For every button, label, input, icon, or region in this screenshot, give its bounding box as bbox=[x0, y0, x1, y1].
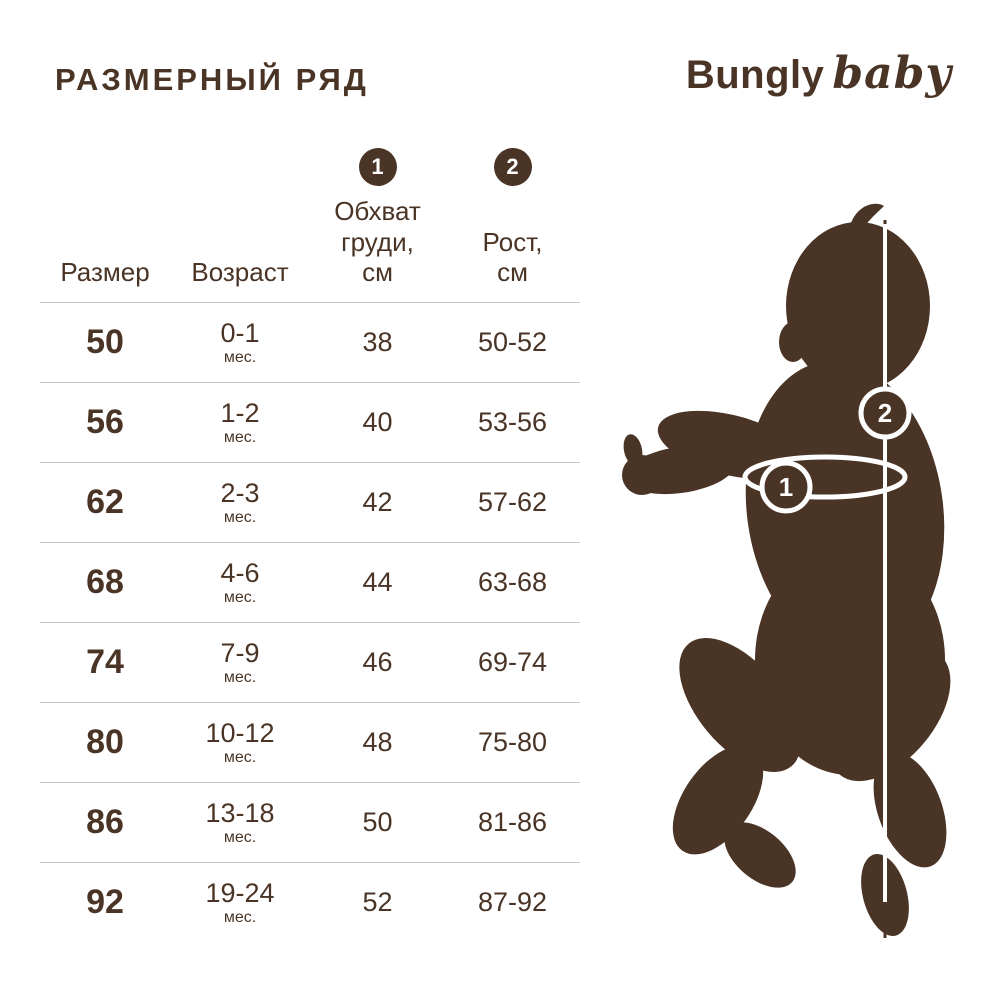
age-value: 10-12 мес. bbox=[205, 717, 275, 766]
brand-logo: Bungly baby bbox=[686, 48, 952, 99]
chest-value: 48 bbox=[362, 727, 393, 758]
chest-measure-badge: 1 bbox=[358, 148, 397, 186]
figure-height-badge: 2 bbox=[858, 386, 912, 440]
table-row: 80 10-12 мес. 48 75-80 bbox=[40, 703, 580, 784]
table-row: 56 1-2 мес. 40 53-56 bbox=[40, 383, 580, 464]
measure-badges-row: 1 2 bbox=[40, 148, 580, 186]
chest-circumference-ellipse bbox=[742, 454, 908, 500]
size-value: 92 bbox=[86, 883, 124, 922]
age-value: 4-6 мес. bbox=[220, 557, 260, 606]
brand-name-main: Bungly bbox=[685, 53, 825, 97]
height-value: 75-80 bbox=[477, 727, 548, 758]
brand-name-script: baby bbox=[832, 48, 952, 99]
age-value: 7-9 мес. bbox=[220, 637, 260, 686]
table-header-row: Размер Возраст Обхват груди, см Рост, см bbox=[40, 196, 580, 304]
height-value: 57-62 bbox=[477, 487, 548, 518]
size-value: 74 bbox=[86, 643, 124, 682]
baby-silhouette-icon bbox=[622, 203, 951, 936]
age-value: 1-2 мес. bbox=[220, 397, 260, 446]
age-value: 13-18 мес. bbox=[205, 797, 275, 846]
height-value: 63-68 bbox=[477, 567, 548, 598]
height-value: 53-56 bbox=[477, 407, 548, 438]
chest-value: 42 bbox=[362, 487, 393, 518]
table-row: 68 4-6 мес. 44 63-68 bbox=[40, 543, 580, 624]
svg-text:2: 2 bbox=[878, 398, 892, 428]
age-value: 0-1 мес. bbox=[220, 317, 260, 366]
size-table: 1 2 Размер Возраст Обхват груди, см Рост… bbox=[40, 148, 580, 942]
height-value: 50-52 bbox=[477, 327, 548, 358]
age-value: 2-3 мес. bbox=[220, 477, 260, 526]
header-age: Возраст bbox=[191, 257, 289, 288]
chest-value: 46 bbox=[362, 647, 393, 678]
size-value: 62 bbox=[86, 483, 124, 522]
size-value: 50 bbox=[86, 323, 124, 362]
page-title: РАЗМЕРНЫЙ РЯД bbox=[55, 62, 369, 97]
size-value: 80 bbox=[86, 723, 124, 762]
height-value: 81-86 bbox=[477, 807, 548, 838]
height-value: 87-92 bbox=[477, 887, 548, 918]
table-row: 86 13-18 мес. 50 81-86 bbox=[40, 783, 580, 864]
baby-figure: 2 1 bbox=[600, 190, 980, 965]
height-measure-badge: 2 bbox=[493, 148, 532, 186]
table-row: 50 0-1 мес. 38 50-52 bbox=[40, 303, 580, 384]
header-size: Размер bbox=[60, 257, 150, 288]
figure-chest-badge: 1 bbox=[759, 460, 813, 514]
chest-value: 52 bbox=[362, 887, 393, 918]
chest-value: 40 bbox=[362, 407, 393, 438]
size-value: 68 bbox=[86, 563, 124, 602]
table-body: 50 0-1 мес. 38 50-52 56 1-2 мес. 40 53-5… bbox=[40, 303, 580, 942]
chest-value: 50 bbox=[362, 807, 393, 838]
header-height: Рост, см bbox=[482, 226, 543, 288]
size-value: 56 bbox=[86, 403, 124, 442]
table-row: 62 2-3 мес. 42 57-62 bbox=[40, 463, 580, 544]
header-chest: Обхват груди, см bbox=[334, 196, 421, 288]
size-value: 86 bbox=[86, 803, 124, 842]
chest-value: 44 bbox=[362, 567, 393, 598]
table-row: 74 7-9 мес. 46 69-74 bbox=[40, 623, 580, 704]
table-row: 92 19-24 мес. 52 87-92 bbox=[40, 863, 580, 942]
chest-value: 38 bbox=[362, 327, 393, 358]
height-value: 69-74 bbox=[477, 647, 548, 678]
svg-text:1: 1 bbox=[779, 472, 793, 502]
age-value: 19-24 мес. bbox=[205, 877, 275, 926]
